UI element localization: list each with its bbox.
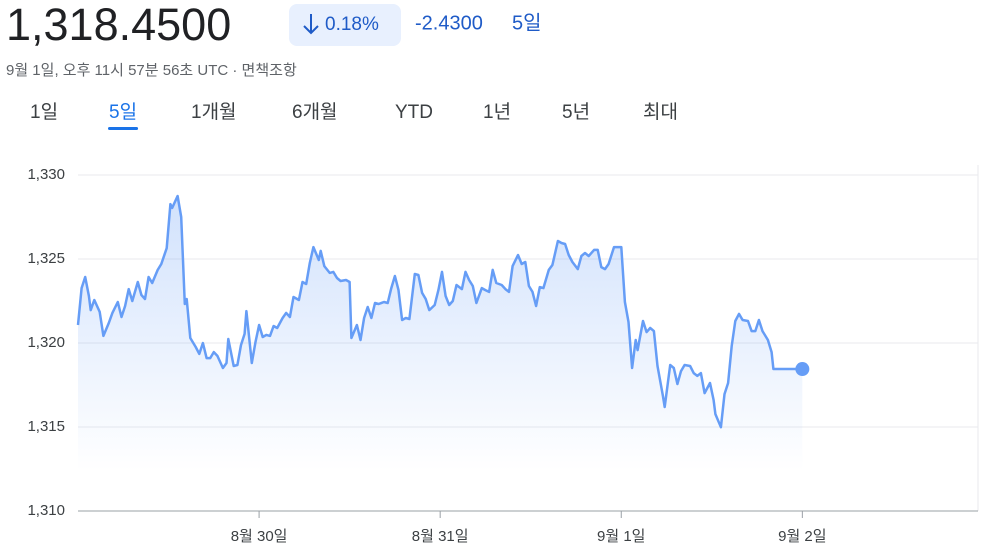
range-tab[interactable]: 6개월 bbox=[292, 101, 338, 123]
area bbox=[78, 196, 803, 471]
y-tick-label: 1,310 bbox=[27, 502, 65, 519]
change-percent: 0.18% bbox=[325, 14, 379, 35]
range-tab[interactable]: 5일 bbox=[109, 101, 137, 123]
range-tab[interactable]: 1개월 bbox=[191, 101, 237, 123]
x-tick-label: 9월 1일 bbox=[597, 528, 645, 545]
x-tick-label: 9월 2일 bbox=[778, 528, 826, 545]
range-tab[interactable]: 1년 bbox=[483, 101, 511, 123]
tab-underline bbox=[108, 127, 139, 130]
tab-bar: 1일 5일 1개월 6개월 YTD 1년 5년 최대 bbox=[30, 101, 678, 130]
down-arrow bbox=[303, 14, 319, 35]
x-tick-label: 8월 31일 bbox=[412, 528, 469, 545]
range-tab[interactable]: YTD bbox=[395, 102, 433, 123]
x-tick-label: 8월 30일 bbox=[231, 528, 288, 545]
price-line bbox=[76, 194, 803, 429]
y-tick-label: 1,325 bbox=[27, 250, 65, 267]
change: -2.4300 bbox=[415, 12, 483, 34]
range-tab[interactable]: 1일 bbox=[30, 101, 58, 123]
y-tick-label: 1,320 bbox=[27, 334, 65, 351]
y-tick-label: 1,315 bbox=[27, 418, 65, 435]
range-tab[interactable]: 5년 bbox=[562, 101, 590, 123]
y-tick-label: 1,330 bbox=[27, 166, 65, 183]
plot: 1,310 1,315 1,320 1,325 1,330 8월 30일 8월 31일 9월 … bbox=[27, 165, 979, 545]
last-point bbox=[795, 362, 810, 377]
change-badge bbox=[289, 4, 401, 46]
price: 1,318.4500 bbox=[6, 0, 231, 50]
period: 5일 bbox=[512, 11, 542, 34]
timestamp: 9월 1일, 오후 11시 57분 56초 UTC · 면책조항 bbox=[6, 62, 297, 79]
range-tab[interactable]: 최대 bbox=[643, 101, 678, 123]
